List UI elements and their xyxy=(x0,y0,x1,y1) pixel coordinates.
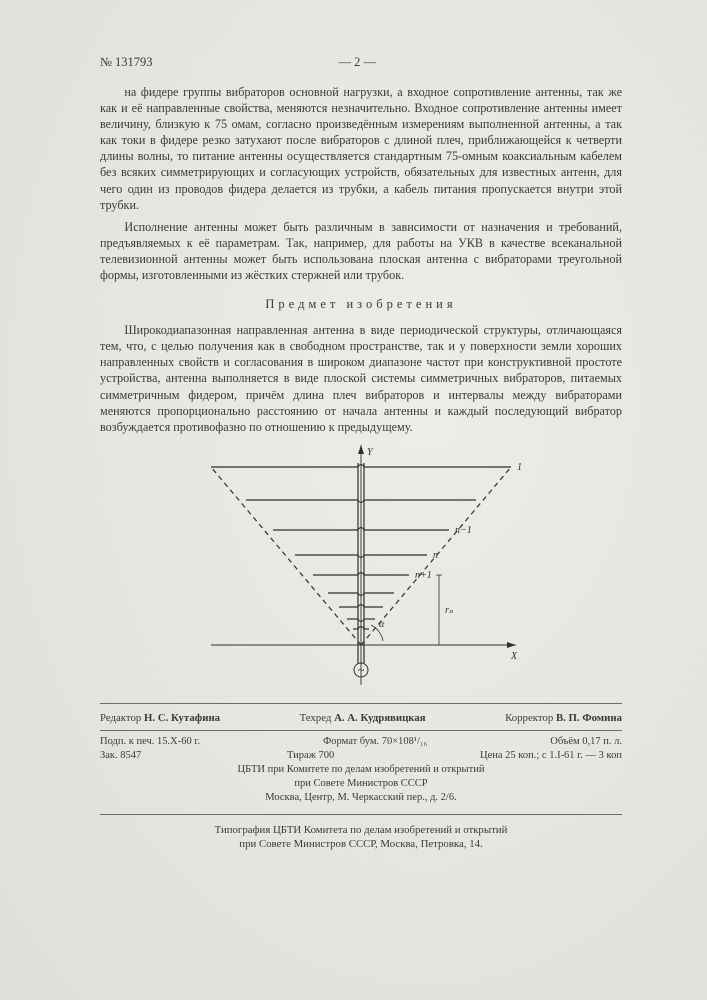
svg-text:rₙ: rₙ xyxy=(445,605,453,616)
page-header: № 131793 — 2 — xyxy=(100,55,622,70)
svg-text:1: 1 xyxy=(517,462,521,473)
meta-format: Формат бум. 70×108¹/₁₆ xyxy=(323,735,427,749)
publication-meta: Подп. к печ. 15.X-60 г. Формат бум. 70×1… xyxy=(100,730,622,806)
meta-price: Цена 25 коп.; с 1.I-61 г. — 3 коп xyxy=(480,749,622,763)
page-number: — 2 — xyxy=(339,55,377,70)
svg-text:~: ~ xyxy=(358,663,365,677)
techred-credit: Техред А. А. Кудрявицкая xyxy=(300,712,426,724)
svg-text:n: n xyxy=(433,550,438,561)
meta-org1: ЦБТИ при Комитете по делам изобретений и… xyxy=(100,763,622,777)
claim-paragraph: Широкодиапазонная направленная антенна в… xyxy=(100,322,622,435)
corrector-credit: Корректор В. П. Фомина xyxy=(505,712,622,724)
svg-text:n+1: n+1 xyxy=(415,570,432,581)
meta-address: Москва, Центр, М. Черкасский пер., д. 2/… xyxy=(100,791,622,805)
subject-heading: Предмет изобретения xyxy=(100,297,622,312)
meta-volume: Объём 0,17 п. л. xyxy=(550,735,622,749)
meta-order: Зак. 8547 xyxy=(100,749,141,763)
imprint: Типография ЦБТИ Комитета по делам изобре… xyxy=(100,814,622,852)
svg-text:n−1: n−1 xyxy=(455,525,472,536)
meta-org2: при Совете Министров СССР xyxy=(100,777,622,791)
imprint-line2: при Совете Министров СССР, Москва, Петро… xyxy=(100,837,622,852)
page: № 131793 — 2 — на фидере группы вибратор… xyxy=(0,0,707,1000)
svg-text:Y: Y xyxy=(367,447,374,458)
doc-number: № 131793 xyxy=(100,55,153,70)
meta-sign-date: Подп. к печ. 15.X-60 г. xyxy=(100,735,200,749)
svg-text:α: α xyxy=(379,619,385,630)
credits-row: Редактор Н. С. Кутафина Техред А. А. Куд… xyxy=(100,703,622,724)
meta-tirazh: Тираж 700 xyxy=(287,749,334,763)
imprint-line1: Типография ЦБТИ Комитета по делам изобре… xyxy=(100,823,622,838)
editor-credit: Редактор Н. С. Кутафина xyxy=(100,712,220,724)
antenna-diagram: Y X 1 n−1 nn+1 rₙ α ~ xyxy=(201,445,521,695)
body-paragraph-2: Исполнение антенны может быть различным … xyxy=(100,219,622,283)
svg-text:X: X xyxy=(510,651,518,662)
body-paragraph-1: на фидере группы вибраторов основной наг… xyxy=(100,84,622,213)
